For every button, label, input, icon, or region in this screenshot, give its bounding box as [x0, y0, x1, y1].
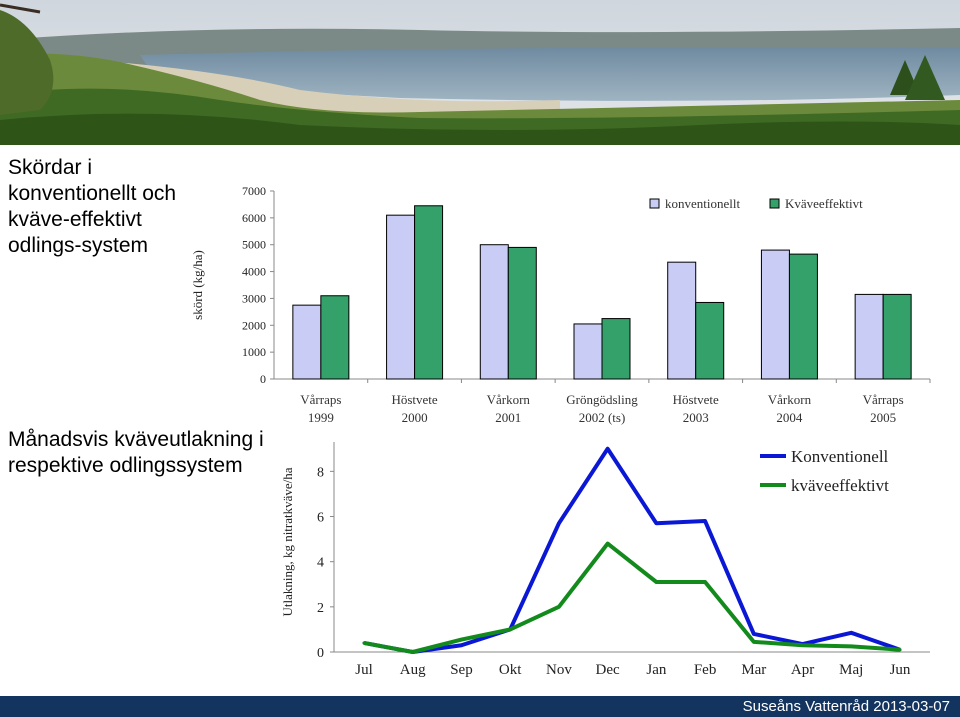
bar-x-tick-label: Vårraps — [300, 392, 341, 407]
line-konventionell — [363, 446, 901, 654]
line-y-tick-label: 8 — [317, 465, 324, 480]
line-point — [898, 648, 902, 652]
bar-konventionellt — [573, 323, 603, 380]
line-point — [849, 631, 853, 635]
bar-konventionellt — [854, 293, 884, 380]
bar-x-tick-label: Vårkorn — [487, 392, 531, 407]
line-point — [606, 542, 610, 546]
legend-swatch — [649, 198, 660, 209]
footer-text: Suseåns Vattenråd 2013-03-07 — [742, 698, 950, 715]
line-y-tick-label: 4 — [317, 556, 324, 571]
line-x-tick-label: Aug — [400, 662, 426, 678]
line-point — [557, 521, 561, 525]
line-y-axis-label: Utlakning, kg nitratkväve/ha — [280, 467, 295, 616]
leaching-line-chart: 0 2 4 6 8 Utlakning, kg nitratkväve/ha Jul Aug… — [280, 442, 930, 678]
line-y-tick-label: 6 — [317, 511, 324, 526]
bar-y-tick-label: 1000 — [242, 345, 266, 359]
bar-x-tick-label: Vårraps — [863, 392, 904, 407]
bar-y-tick-label: 7000 — [242, 184, 266, 198]
line-point — [654, 521, 658, 525]
legend-label: Konventionell — [791, 447, 889, 466]
bar-kvaveeffektivt — [320, 295, 350, 380]
line-kvaveeffektivt — [363, 541, 901, 654]
bar-y-tick-label: 3000 — [242, 291, 266, 305]
bar-y-axis-label: skörd (kg/ha) — [190, 250, 205, 320]
line-x-tick-label: Jan — [646, 662, 666, 678]
line-point — [459, 643, 463, 647]
legend-label: konventionellt — [665, 196, 740, 211]
line-point — [362, 641, 366, 645]
legend-label: Kväveeffektivt — [785, 196, 863, 211]
line-point — [508, 627, 512, 631]
bar-kvaveeffektivt — [507, 246, 537, 380]
leaching-heading: Månadsvis kväveutlakning i respektive od… — [8, 428, 264, 477]
yield-heading: Skördar i konventionellt och kväve-effek… — [8, 156, 177, 257]
bar-kvaveeffektivt — [882, 293, 912, 380]
bar-kvaveeffektivt — [788, 253, 818, 380]
bar-x-tick-label: 2004 — [776, 410, 803, 425]
line-point — [752, 632, 756, 636]
bar-y-tick-label: 2000 — [242, 318, 266, 332]
line-point — [654, 580, 658, 584]
line-point — [459, 638, 463, 642]
line-x-tick-label: Jun — [890, 662, 911, 678]
bar-x-tick-label: Vårkorn — [768, 392, 812, 407]
bar-x-tick-label: Gröngödsling — [566, 392, 638, 407]
line-point — [703, 580, 707, 584]
bar-y-tick-label: 4000 — [242, 265, 266, 279]
line-x-tick-label: Sep — [450, 662, 473, 678]
bar-y-tick-label: 0 — [260, 372, 266, 386]
line-point — [801, 643, 805, 647]
line-point — [606, 447, 610, 451]
line-x-tick-label: Dec — [596, 662, 620, 678]
line-x-tick-label: Jul — [355, 662, 373, 678]
line-x-tick-label: Mar — [741, 662, 766, 678]
bar-x-tick-label: 2001 — [495, 410, 521, 425]
line-x-tick-label: Maj — [839, 662, 863, 678]
bar-konventionellt — [479, 244, 509, 380]
bar-x-tick-label: Höstvete — [391, 392, 437, 407]
line-x-tick-label: Apr — [791, 662, 814, 678]
legend-label: kväveeffektivt — [791, 476, 889, 495]
bar-konventionellt — [667, 261, 697, 380]
bar-y-tick-label: 6000 — [242, 211, 266, 225]
line-y-tick-label: 2 — [317, 601, 324, 616]
legend-swatch — [769, 198, 780, 209]
line-point — [557, 605, 561, 609]
line-point — [411, 650, 415, 654]
line-x-tick-label: Okt — [499, 662, 522, 678]
bar-konventionellt — [760, 249, 790, 380]
landscape-photo — [0, 0, 960, 145]
bar-x-tick-label: 2005 — [870, 410, 896, 425]
line-point — [703, 519, 707, 523]
line-x-tick-label: Feb — [694, 662, 717, 678]
bar-x-tick-label: 2000 — [402, 410, 428, 425]
bar-x-tick-label: Höstvete — [673, 392, 719, 407]
bar-kvaveeffektivt — [414, 205, 444, 380]
bar-kvaveeffektivt — [601, 318, 631, 380]
bar-x-tick-label: 2003 — [683, 410, 709, 425]
bar-x-tick-label: 1999 — [308, 410, 334, 425]
footer-bar: Suseåns Vattenråd 2013-03-07 — [0, 696, 960, 717]
line-x-tick-label: Nov — [546, 662, 572, 678]
bar-y-tick-label: 5000 — [242, 238, 266, 252]
bar-konventionellt — [386, 214, 416, 380]
bar-x-tick-label: 2002 (ts) — [579, 410, 626, 425]
bar-konventionellt — [292, 304, 322, 380]
line-y-tick-label: 0 — [317, 646, 324, 661]
bar-kvaveeffektivt — [695, 301, 725, 380]
line-point — [752, 640, 756, 644]
line-point — [849, 644, 853, 648]
yield-bar-chart: 0 1000 2000 3000 4000 5000 6000 7000 skörd (kg/h… — [190, 184, 931, 425]
